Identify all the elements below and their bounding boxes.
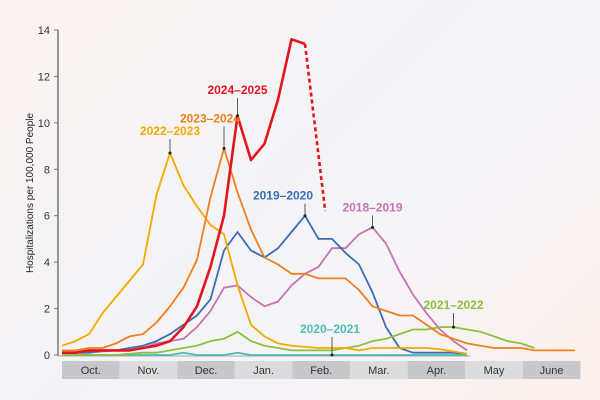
series-line-2023–2024 [62, 147, 575, 352]
y-tick-label: 10 [38, 118, 50, 130]
peak-marker [236, 114, 239, 118]
series-line-2021–2022 [62, 326, 535, 356]
series-label: 2019–2020 [253, 189, 313, 203]
x-tick-label: Oct. [81, 365, 101, 377]
projected-line [303, 43, 327, 212]
series-label: 2024–2025 [207, 83, 267, 97]
x-tick-label: Feb. [310, 365, 332, 377]
x-tick-label: Jan. [253, 365, 274, 377]
y-axis-label: Hospitalizations per 100,000 People [25, 113, 36, 274]
series-label: 2018–2019 [342, 200, 402, 214]
series-line-2019–2020 [62, 214, 468, 356]
x-tick-label: Dec. [195, 365, 218, 377]
series-line-2020–2021 [62, 351, 467, 356]
y-tick-label: 12 [38, 71, 50, 83]
y-tick-label: 6 [44, 211, 50, 223]
peak-marker [168, 151, 172, 155]
series-line-2024–2025 [62, 37, 306, 355]
x-tick-label: Apr. [427, 365, 447, 377]
series-label: 2020–2021 [300, 322, 360, 336]
month-band [465, 361, 523, 379]
month-band [292, 361, 350, 379]
x-tick-label: May [484, 365, 505, 377]
x-tick-label: Mar. [368, 365, 389, 377]
peak-marker [222, 146, 226, 150]
y-tick-label: 8 [44, 164, 50, 176]
month-band [119, 361, 178, 379]
series-label: 2023–2024 [180, 111, 240, 125]
x-tick-label: June [540, 365, 564, 377]
month-band [234, 361, 293, 379]
month-band [407, 361, 466, 379]
y-tick-label: 0 [44, 350, 50, 362]
peak-marker [452, 325, 455, 329]
series-label: 2021–2022 [423, 298, 483, 312]
y-tick-label: 2 [44, 304, 50, 316]
peak-marker [330, 353, 334, 357]
y-tick-label: 4 [44, 257, 50, 269]
series-line-2022–2023 [61, 152, 468, 355]
x-tick-label: Nov. [137, 365, 159, 377]
peak-marker [303, 214, 307, 218]
month-band [62, 361, 120, 379]
series-label: 2022–2023 [140, 124, 200, 138]
y-tick-label: 14 [38, 25, 50, 37]
month-band [522, 361, 581, 379]
month-band [350, 361, 408, 379]
peak-marker [371, 225, 374, 229]
month-band [177, 361, 235, 379]
